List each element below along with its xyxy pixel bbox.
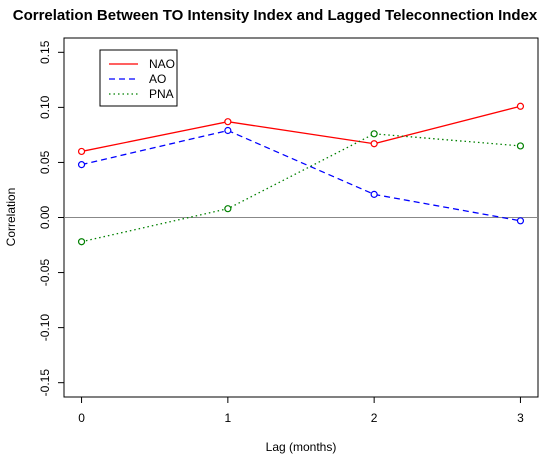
data-point-pna [370, 130, 378, 138]
y-tick-label: -0.15 [38, 369, 52, 397]
series-line-pna [81, 133, 521, 243]
legend-label-ao: AO [149, 72, 166, 86]
x-tick-label: 3 [517, 411, 524, 425]
legend-label-pna: PNA [149, 87, 174, 101]
data-point-pna [224, 205, 232, 213]
data-point-nao [77, 147, 86, 156]
series-line-ao [81, 129, 521, 222]
y-tick-label: -0.05 [38, 259, 52, 287]
y-axis-label: Correlation [4, 188, 18, 247]
legend-label-nao: NAO [149, 57, 175, 71]
y-tick-label: 0.15 [38, 40, 52, 64]
x-tick-label: 1 [225, 411, 232, 425]
data-point-pna [516, 142, 525, 150]
x-tick-label: 0 [78, 411, 85, 425]
legend-box [99, 49, 178, 107]
x-axis-label: Lag (months) [266, 440, 337, 454]
data-point-nao [370, 140, 378, 148]
y-tick-label: 0.00 [38, 205, 52, 229]
chart-title: Correlation Between TO Intensity Index a… [13, 7, 538, 24]
data-point-nao [224, 118, 232, 126]
data-point-ao [77, 161, 86, 169]
y-tick-label: 0.10 [38, 95, 52, 119]
data-point-ao [224, 126, 232, 135]
x-tick-label: 2 [371, 411, 378, 425]
y-tick-label: -0.10 [38, 314, 52, 342]
series-line-nao [81, 105, 521, 153]
x-axis: 0 1 2 3 [78, 397, 524, 425]
data-point-ao [516, 217, 525, 225]
data-point-nao [516, 102, 525, 110]
y-tick-label: 0.05 [38, 150, 52, 174]
series-layer [77, 102, 525, 246]
data-point-pna [77, 238, 86, 246]
y-axis: -0.15 -0.10 -0.05 0.00 0.05 0.10 0.15 [38, 40, 64, 396]
data-point-ao [370, 190, 378, 198]
